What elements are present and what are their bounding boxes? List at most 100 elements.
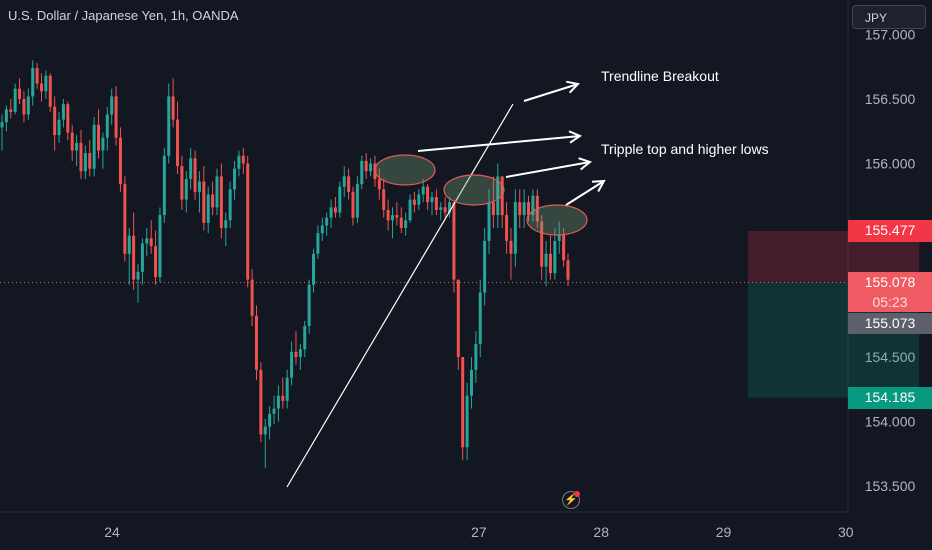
candle-body (101, 137, 105, 151)
candle-body (430, 197, 434, 203)
tops-arrow-2 (505, 161, 591, 178)
candle-body (127, 235, 131, 254)
candle-body (513, 202, 517, 254)
candle-body (53, 106, 57, 136)
candle-body (544, 253, 548, 267)
candle-body (184, 178, 188, 200)
candle-body (176, 119, 180, 167)
candle-body (290, 351, 294, 378)
candle-body (246, 163, 250, 280)
symbol-title: U.S. Dollar / Japanese Yen, 1h, OANDA (8, 8, 239, 23)
candle-body (39, 83, 43, 92)
time-tick-label: 30 (838, 524, 854, 540)
candle-body (333, 207, 337, 213)
candle-body (259, 369, 263, 435)
breakout-arrow (523, 83, 579, 102)
candle-body (474, 344, 478, 370)
candle-body (202, 181, 206, 223)
candle-body (4, 109, 8, 123)
candle-body (316, 233, 320, 254)
candle-body (548, 253, 552, 274)
candle-body (13, 88, 17, 112)
candle-body (562, 234, 566, 261)
candle-body (276, 395, 280, 409)
candle-body (123, 184, 127, 254)
candle-body (18, 88, 22, 99)
candle-body (557, 234, 561, 241)
target-price-tag: 154.185 (848, 387, 932, 409)
candle-body (320, 225, 324, 234)
candle-body (219, 176, 223, 228)
stop-price-tag: 155.477 (848, 220, 932, 242)
last-price-tag: 155.078 (848, 272, 932, 292)
tops-annotation: Tripple top and higher lows (601, 141, 769, 157)
candle-body (35, 68, 39, 84)
candle-body (92, 124, 96, 169)
candle-body (399, 217, 403, 228)
candle-body (478, 292, 482, 345)
tops-arrow-1-head (568, 130, 583, 144)
candle-body (448, 202, 452, 213)
candle-body (347, 176, 351, 192)
candle-body (48, 75, 52, 107)
bar-countdown: 05:23 (848, 292, 932, 312)
candle-body (272, 408, 276, 414)
candle-body (250, 279, 254, 316)
top-marker-ellipse (374, 154, 436, 186)
candle-body (312, 253, 316, 285)
candle-body (197, 181, 201, 192)
candle-body (162, 155, 166, 216)
candle-body (154, 246, 158, 278)
currency-button[interactable]: JPY (852, 5, 926, 29)
candle-body (527, 202, 531, 216)
candle-body (70, 132, 74, 151)
candle-body (44, 75, 48, 92)
candle-body (215, 176, 219, 208)
price-tick-label: 154.500 (865, 349, 916, 365)
candle-body (487, 202, 491, 241)
top-marker-ellipse (526, 204, 588, 236)
candle-body (483, 240, 487, 293)
candle-body (491, 202, 495, 216)
candle-body (369, 163, 373, 172)
candle-body (268, 413, 272, 427)
lightning-icon[interactable]: ⚡ (562, 491, 580, 509)
trendline (286, 103, 514, 488)
candle-body (338, 186, 342, 213)
candle-body (298, 349, 302, 357)
time-tick-label: 27 (471, 524, 487, 540)
candle-body (140, 243, 144, 272)
candle-body (105, 114, 109, 138)
price-tick-label: 154.000 (865, 414, 916, 430)
candle-body (509, 240, 513, 254)
candle-body (193, 158, 197, 192)
candle-body (351, 191, 355, 218)
price-tick-label: 156.500 (865, 91, 916, 107)
candle-body (79, 142, 83, 172)
candle-body (83, 153, 87, 172)
candle-body (114, 96, 118, 138)
candle-body (167, 96, 171, 156)
bid-price-tag: 155.073 (848, 313, 932, 334)
candle-body (456, 279, 460, 357)
candle-body (505, 215, 509, 241)
time-tick-label: 29 (716, 524, 732, 540)
candle-body (469, 369, 473, 396)
candle-body (566, 260, 570, 280)
candle-body (496, 176, 500, 216)
candle-body (9, 109, 13, 112)
candle-body (404, 220, 408, 228)
candle-body (26, 96, 30, 115)
candle-body (228, 189, 232, 221)
candle-body (263, 426, 267, 435)
candle-body (329, 207, 333, 218)
candle-body (145, 238, 149, 244)
candle-body (443, 207, 447, 213)
candle-body (149, 238, 153, 247)
notification-dot (574, 491, 580, 497)
candle-body (307, 284, 311, 327)
candle-body (386, 209, 390, 221)
candle-body (452, 202, 456, 280)
candle-body (421, 186, 425, 195)
